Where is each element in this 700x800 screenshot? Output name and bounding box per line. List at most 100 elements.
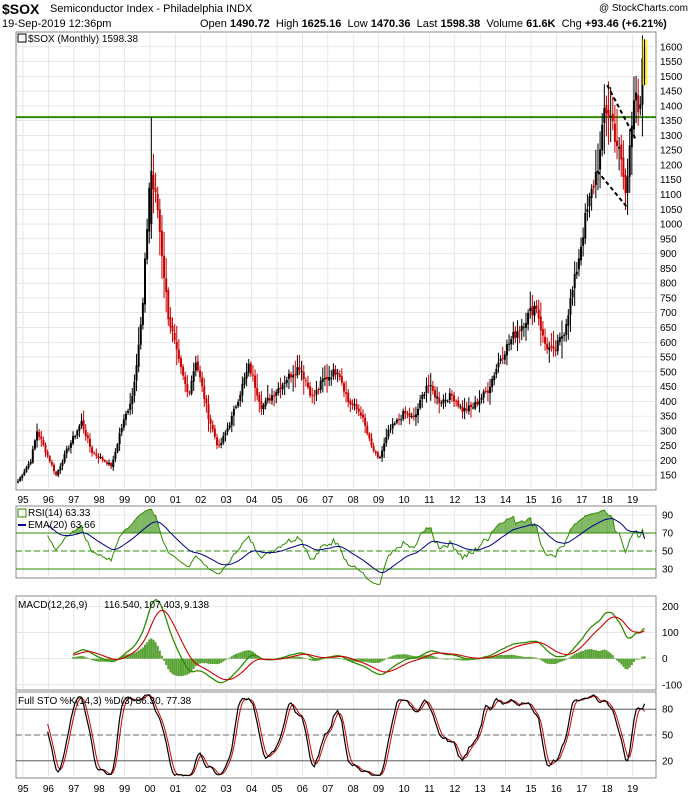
ohlc-bar xyxy=(31,445,34,464)
macd-histogram-bar xyxy=(467,658,470,661)
macd-histogram-bar xyxy=(400,654,403,659)
ohlc-body xyxy=(378,457,381,459)
ohlc-bar xyxy=(406,410,409,419)
ohlc-body xyxy=(74,435,77,437)
macd-histogram-bar xyxy=(596,650,599,659)
ohlc-body xyxy=(590,188,593,198)
ohlc-bar xyxy=(560,320,563,359)
ohlc-bar xyxy=(370,432,373,448)
macd-histogram-bar xyxy=(611,655,614,659)
ohlc-bar xyxy=(315,380,318,401)
macd-histogram-bar xyxy=(599,650,602,659)
macd-histogram-bar xyxy=(535,657,538,659)
macd-histogram-bar xyxy=(313,658,316,662)
ticker-symbol: $SOX xyxy=(2,1,40,17)
macd-histogram-bar xyxy=(296,656,299,659)
rsi-overbought-fill xyxy=(575,523,578,533)
macd-histogram-bar xyxy=(192,658,195,669)
rsi-y-tick-90: 90 xyxy=(662,511,674,522)
ohlc-body xyxy=(376,452,379,458)
ohlc-body xyxy=(230,416,233,426)
macd-histogram-bar xyxy=(205,658,208,664)
ohlc-body xyxy=(546,343,549,350)
ohlc-body xyxy=(124,413,127,420)
macd-histogram-bar xyxy=(499,654,502,659)
macd-y-tick-0: 0 xyxy=(662,654,668,665)
price-y-tick-200: 200 xyxy=(660,456,677,467)
ohlc-body xyxy=(389,428,392,430)
ohlc-bar xyxy=(80,413,83,429)
ohlc-bar xyxy=(243,372,246,389)
ohlc-bar xyxy=(311,387,314,404)
macd-histogram-bar xyxy=(387,657,390,659)
macd-line xyxy=(72,599,645,684)
ohlc-body xyxy=(239,394,242,401)
macd-histogram-bar xyxy=(86,657,89,659)
ohlc-bar xyxy=(317,387,320,395)
ohlc-bar xyxy=(355,398,358,414)
macd-histogram-bar xyxy=(592,649,595,659)
ohlc-body xyxy=(88,438,91,447)
price-x-tick-08: 08 xyxy=(348,495,360,506)
ohlc-bar xyxy=(105,460,108,466)
ohlc-body xyxy=(184,376,187,384)
macd-histogram-bar xyxy=(82,656,85,659)
ohlc-body xyxy=(279,387,282,390)
ohlc-bar xyxy=(323,365,326,386)
ohlc-bar xyxy=(224,430,227,442)
rsi-overbought-fill xyxy=(71,530,75,533)
sto-x-tick-17: 17 xyxy=(576,784,588,795)
ohlc-body xyxy=(414,414,417,418)
ohlc-body xyxy=(148,187,151,232)
ohlc-bar xyxy=(249,361,252,377)
ohlc-body xyxy=(273,395,276,397)
rsi-overbought-fill xyxy=(601,510,604,533)
ohlc-body xyxy=(419,399,422,409)
ohlc-body xyxy=(262,405,265,410)
macd-histogram-bar xyxy=(383,658,386,661)
ohlc-body xyxy=(137,344,140,367)
ohlc-bar xyxy=(209,414,212,433)
ohlc-body xyxy=(503,354,506,360)
ohlc-bar xyxy=(478,390,481,413)
ohlc-bar xyxy=(607,81,610,145)
price-x-tick-19: 19 xyxy=(627,495,639,506)
ohlc-body xyxy=(603,108,606,124)
macd-histogram-bar xyxy=(444,658,447,660)
ohlc-body xyxy=(326,376,329,380)
rsi-overbought-fill xyxy=(594,512,597,533)
macd-histogram-bar xyxy=(419,655,422,659)
price-y-tick-900: 900 xyxy=(660,249,677,260)
ohlc-body xyxy=(497,362,500,368)
ohlc-body xyxy=(19,477,22,481)
ohlc-bar xyxy=(520,318,523,341)
ohlc-body xyxy=(592,185,595,188)
ohlc-body xyxy=(529,308,532,312)
macd-histogram-bar xyxy=(442,658,445,660)
macd-histogram-bar xyxy=(590,649,593,659)
ohlc-bar xyxy=(541,321,544,343)
ohlc-bar xyxy=(59,463,62,474)
ohlc-body xyxy=(165,278,168,293)
ohlc-bar xyxy=(493,372,496,386)
ohlc-body xyxy=(484,390,487,392)
price-x-tick-02: 02 xyxy=(195,495,207,506)
macd-histogram-bar xyxy=(304,658,307,659)
ohlc-body xyxy=(190,381,193,394)
ohlc-bar xyxy=(620,134,623,177)
rsi-overbought-fill xyxy=(533,523,536,533)
ohlc-bar xyxy=(203,378,206,407)
ohlc-bar xyxy=(398,413,400,426)
ohlc-body xyxy=(573,274,576,289)
macd-histogram-bar xyxy=(328,658,331,659)
ohlc-body xyxy=(516,331,519,338)
ohlc-bar xyxy=(38,428,41,441)
ohlc-bar xyxy=(230,411,233,433)
ohlc-bar xyxy=(196,354,199,373)
macd-histogram-bar xyxy=(211,658,214,665)
ohlc-bar xyxy=(529,291,532,319)
macd-histogram-bar xyxy=(315,658,318,661)
ohlc-body xyxy=(423,394,426,396)
high-value: 1625.16 xyxy=(301,18,342,30)
macd-histogram-bar xyxy=(505,654,508,659)
